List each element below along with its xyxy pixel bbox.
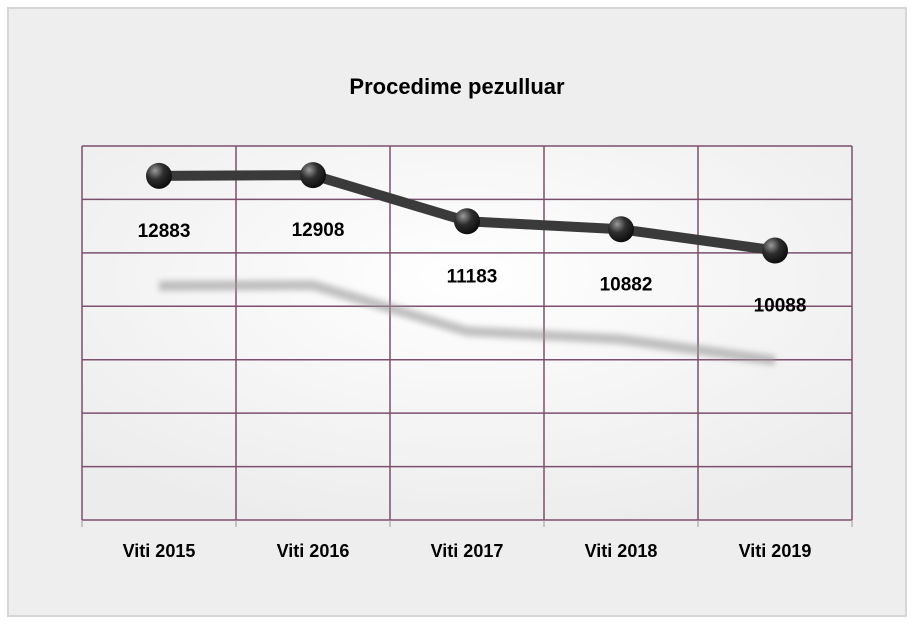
x-tick-label: Viti 2017 — [431, 541, 504, 561]
line-shadow — [158, 280, 776, 366]
data-point — [608, 216, 634, 243]
data-label: 12883 — [138, 221, 191, 242]
chart-title: Procedime pezulluar — [349, 74, 565, 99]
data-label: 10088 — [754, 296, 807, 317]
x-tick-label: Viti 2018 — [585, 541, 658, 561]
x-tick-label: Viti 2019 — [739, 541, 812, 561]
x-tick-label: Viti 2015 — [123, 541, 196, 561]
x-tick-label: Viti 2016 — [277, 541, 350, 561]
data-point — [146, 162, 172, 189]
data-point — [762, 237, 788, 264]
data-label: 12908 — [292, 220, 345, 241]
data-label: 11183 — [447, 266, 498, 287]
data-point — [300, 162, 326, 189]
data-point — [454, 208, 480, 235]
data-label: 10882 — [600, 274, 653, 295]
